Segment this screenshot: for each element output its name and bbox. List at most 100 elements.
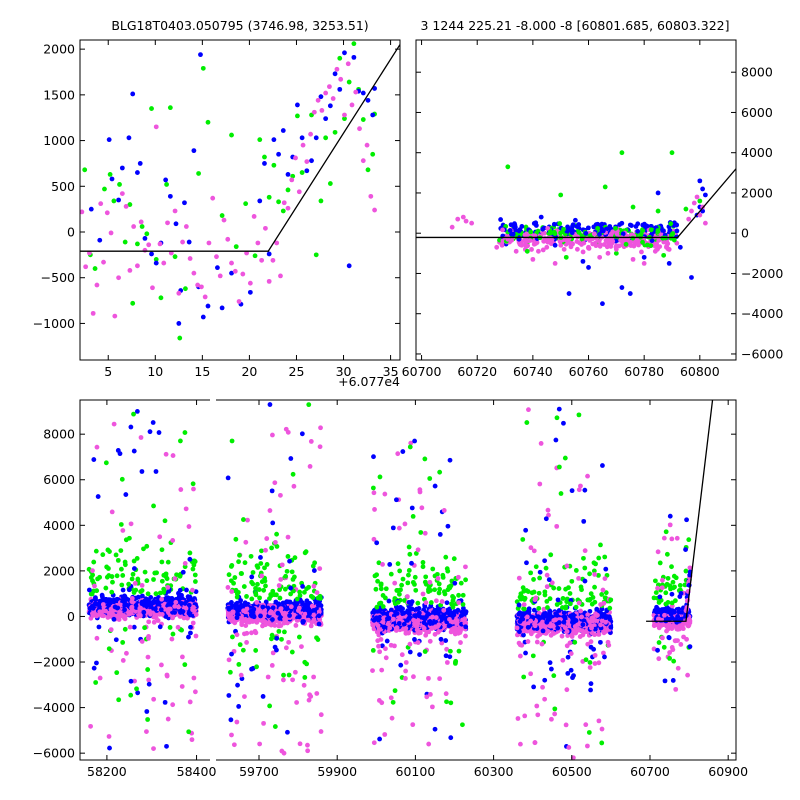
point-green bbox=[420, 560, 426, 565]
point-core bbox=[243, 623, 249, 628]
point-outlier bbox=[390, 699, 396, 705]
point-outlier bbox=[177, 587, 183, 593]
point-dense bbox=[655, 229, 661, 235]
point-outlier bbox=[441, 508, 447, 513]
y-tick-label: 0 bbox=[67, 225, 75, 240]
point-outlier bbox=[399, 652, 405, 658]
point-core bbox=[101, 613, 106, 619]
point-outlier bbox=[302, 675, 308, 680]
point-outlier bbox=[120, 587, 126, 593]
point-outlier bbox=[444, 699, 449, 705]
point-magenta bbox=[519, 242, 525, 248]
point-outlier bbox=[235, 682, 240, 688]
point-green bbox=[373, 586, 379, 592]
point-outlier bbox=[236, 704, 242, 709]
point-magenta bbox=[150, 285, 155, 291]
point-green bbox=[412, 574, 418, 580]
point-outlier bbox=[314, 590, 320, 596]
point-green bbox=[294, 596, 300, 602]
point-outlier bbox=[286, 672, 292, 678]
point-dense bbox=[590, 241, 596, 247]
point-green bbox=[118, 522, 124, 527]
point-magenta bbox=[90, 310, 96, 316]
point-core bbox=[102, 597, 108, 603]
point-outlier bbox=[448, 583, 454, 589]
point-outlier bbox=[396, 525, 402, 531]
point-green bbox=[310, 595, 316, 600]
point-outlier bbox=[379, 667, 385, 673]
point-magenta bbox=[293, 155, 298, 161]
point-outlier bbox=[151, 746, 156, 752]
point-outlier bbox=[90, 578, 95, 584]
point-magenta bbox=[195, 282, 201, 288]
point-core bbox=[463, 610, 468, 616]
point-outlier bbox=[106, 734, 112, 739]
point-green bbox=[118, 548, 124, 554]
point-green bbox=[399, 582, 405, 588]
point-outlier bbox=[191, 486, 196, 492]
point-green bbox=[262, 154, 267, 160]
point-outlier bbox=[229, 651, 234, 657]
point-outlier bbox=[193, 633, 199, 639]
point-outlier bbox=[382, 491, 388, 497]
point-core bbox=[284, 599, 289, 605]
point-core bbox=[433, 624, 438, 630]
point-blue bbox=[130, 91, 136, 97]
point-core bbox=[315, 603, 321, 608]
point-blue bbox=[271, 137, 277, 143]
point-blue bbox=[309, 158, 314, 164]
point-outlier bbox=[460, 592, 466, 598]
point-blue bbox=[126, 135, 132, 141]
point-outlier bbox=[283, 645, 289, 651]
point-green bbox=[346, 79, 352, 85]
point-core bbox=[424, 614, 429, 620]
point-outlier bbox=[370, 485, 376, 491]
point-green bbox=[268, 592, 274, 597]
point-core bbox=[415, 618, 421, 623]
point-dense bbox=[576, 230, 582, 236]
point-green bbox=[380, 593, 386, 598]
point-green bbox=[310, 563, 316, 569]
point-magenta bbox=[80, 209, 85, 215]
point-core bbox=[111, 616, 117, 622]
point-outlier bbox=[267, 508, 273, 513]
point-outlier bbox=[433, 598, 439, 604]
point-magenta bbox=[530, 256, 536, 262]
point-magenta bbox=[296, 189, 302, 195]
point-green bbox=[236, 559, 241, 565]
point-outlier bbox=[170, 702, 176, 708]
point-green bbox=[253, 585, 258, 591]
point-blue bbox=[619, 285, 625, 290]
point-outlier bbox=[127, 624, 133, 630]
point-outlier bbox=[283, 573, 289, 579]
point-green bbox=[374, 604, 380, 610]
point-green bbox=[90, 572, 96, 578]
point-outlier bbox=[412, 637, 417, 642]
point-green bbox=[332, 129, 338, 135]
point-dense bbox=[585, 225, 591, 231]
point-outlier bbox=[184, 587, 189, 593]
point-outlier bbox=[289, 569, 295, 575]
y-tick-label: 1000 bbox=[43, 133, 75, 148]
point-magenta bbox=[112, 313, 118, 319]
point-green bbox=[378, 581, 384, 587]
point-magenta bbox=[357, 126, 362, 132]
point-blue bbox=[142, 236, 148, 241]
point-green bbox=[149, 106, 154, 111]
point-green bbox=[264, 562, 270, 567]
point-outlier bbox=[430, 566, 436, 572]
point-core bbox=[148, 604, 154, 610]
point-outlier bbox=[237, 552, 242, 558]
point-green bbox=[145, 591, 151, 597]
point-outlier bbox=[186, 524, 192, 529]
point-green bbox=[397, 568, 403, 574]
point-outlier bbox=[422, 456, 428, 462]
point-green bbox=[244, 594, 249, 599]
point-green bbox=[164, 182, 169, 187]
point-outlier bbox=[409, 560, 414, 566]
point-core bbox=[243, 617, 248, 622]
point-dense bbox=[657, 244, 663, 249]
point-core bbox=[193, 589, 199, 595]
point-core bbox=[146, 619, 152, 625]
